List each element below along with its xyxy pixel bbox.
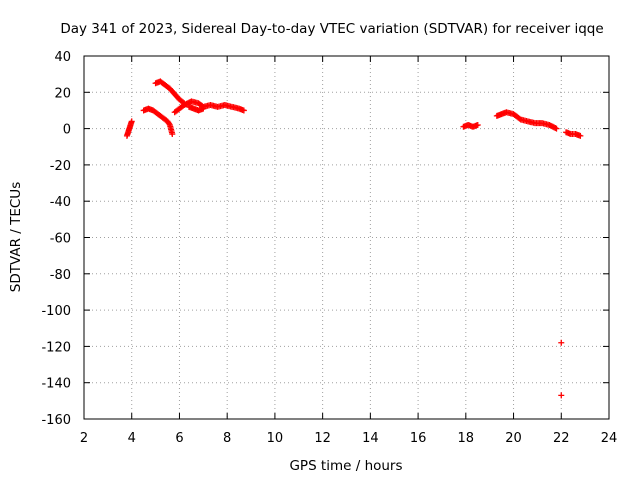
series-arc-7 bbox=[493, 109, 560, 132]
y-tick-label: -120 bbox=[41, 340, 71, 355]
series-arc-6 bbox=[460, 121, 481, 130]
x-tick-label: 20 bbox=[505, 431, 522, 446]
data-point bbox=[558, 392, 565, 399]
x-tick-label: 14 bbox=[362, 431, 379, 446]
y-tick-label: -60 bbox=[50, 232, 71, 247]
x-tick-label: 12 bbox=[314, 431, 331, 446]
y-tick-label: -100 bbox=[41, 304, 71, 319]
y-axis-label: SDTVAR / TECUs bbox=[8, 182, 24, 292]
series-arc-4 bbox=[171, 98, 247, 116]
data-point bbox=[577, 132, 584, 139]
series-arc-2 bbox=[140, 105, 176, 138]
x-axis-label: GPS time / hours bbox=[289, 458, 402, 474]
y-tick-label: -160 bbox=[41, 413, 71, 428]
x-tick-label: 6 bbox=[175, 431, 183, 446]
grid-lines bbox=[84, 56, 609, 419]
x-tick-label: 16 bbox=[410, 431, 427, 446]
y-tick-label: 40 bbox=[54, 50, 71, 65]
series-outliers bbox=[558, 339, 565, 399]
x-tick-label: 24 bbox=[601, 431, 618, 446]
plot-frame bbox=[83, 55, 610, 420]
series-arc-1 bbox=[123, 118, 135, 139]
series-arc-3 bbox=[152, 78, 188, 107]
y-tick-label: -140 bbox=[41, 377, 71, 392]
data-point bbox=[558, 339, 565, 346]
x-tick-label: 22 bbox=[553, 431, 570, 446]
x-tick-label: 2 bbox=[80, 431, 88, 446]
y-tick-label: -20 bbox=[50, 159, 71, 174]
data-point bbox=[200, 105, 207, 112]
x-tick-label: 18 bbox=[458, 431, 475, 446]
series-arc-5 bbox=[186, 103, 207, 114]
y-tick-label: 0 bbox=[63, 123, 71, 138]
axis-ticks: 2 4 6 8 10 12 14 16 18 20 22 2440200-20-40-60-80-10… bbox=[41, 50, 617, 446]
data-point bbox=[240, 107, 247, 114]
data-point bbox=[169, 131, 176, 138]
chart-title: Day 341 of 2023, Sidereal Day-to-day VTE… bbox=[60, 21, 603, 37]
series-arc-8 bbox=[563, 129, 584, 139]
data-point bbox=[166, 120, 173, 127]
y-tick-label: -80 bbox=[50, 268, 71, 283]
data-point bbox=[553, 125, 560, 132]
y-tick-label: 20 bbox=[54, 86, 71, 101]
y-tick-label: -40 bbox=[50, 195, 71, 210]
x-tick-label: 4 bbox=[128, 431, 136, 446]
data-point bbox=[128, 118, 135, 125]
data-point bbox=[474, 121, 481, 128]
x-tick-label: 8 bbox=[223, 431, 231, 446]
data-points bbox=[123, 78, 584, 399]
x-tick-label: 10 bbox=[267, 431, 284, 446]
